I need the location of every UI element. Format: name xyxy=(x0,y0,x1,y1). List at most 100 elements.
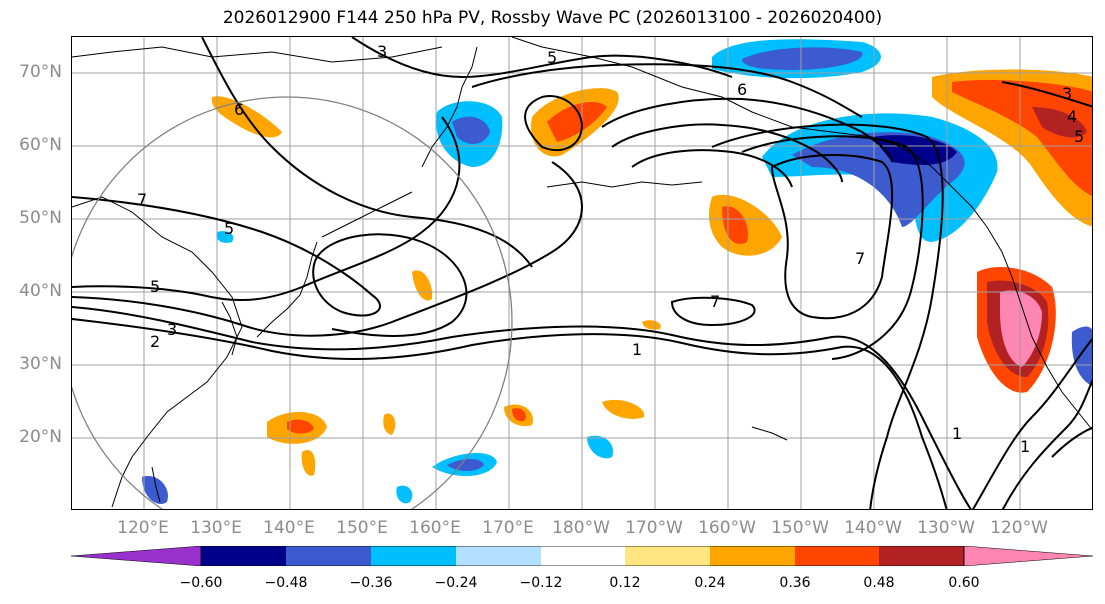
colorbar-tick-neg036: −0.36 xyxy=(349,575,393,591)
contour-line-15 xyxy=(670,296,756,327)
contour-label-2a: 2 xyxy=(150,332,160,351)
colorbar-segment-4 xyxy=(456,546,541,566)
contour-labels: 3 5 6 6 7 5 5 3 2 7 7 1 1 1 3 4 5 xyxy=(137,42,1084,456)
lat-label-40n: 40°N xyxy=(19,281,62,301)
contour-label-6b: 6 xyxy=(234,100,244,119)
lon-label-160e: 160°E xyxy=(409,518,461,538)
contour-line-18 xyxy=(1051,426,1092,458)
coast-kurils xyxy=(321,191,413,238)
colorbar-tick-pos036: 0.36 xyxy=(779,575,811,591)
contour-line-2 xyxy=(72,318,948,509)
contour-line-20 xyxy=(524,95,584,152)
contour-line-12 xyxy=(770,154,894,320)
lon-label-180w: 180°W xyxy=(552,518,610,538)
colorbar-tick-pos012: 0.12 xyxy=(609,575,641,591)
anomaly-neg-small2 xyxy=(396,485,413,504)
positive-anomalies xyxy=(211,69,1092,476)
anomaly-pos-sub4 xyxy=(412,270,433,301)
contour-label-6a: 6 xyxy=(737,80,747,99)
coastlines xyxy=(72,37,1092,508)
lon-label-170w: 170°W xyxy=(625,518,683,538)
colorbar-segment-1 xyxy=(201,546,286,566)
colorbar-tick-pos048: 0.48 xyxy=(863,575,895,591)
contour-label-1a: 1 xyxy=(632,340,642,359)
colorbar-tick-pos060: 0.60 xyxy=(948,575,980,591)
anomaly-pos-sub7 xyxy=(383,413,396,435)
lon-label-150w: 150°W xyxy=(771,518,829,538)
colorbar-segment-3 xyxy=(371,546,456,566)
lat-label-60n: 60°N xyxy=(19,135,62,155)
graticule xyxy=(72,37,1092,509)
contour-line-14 xyxy=(711,123,944,509)
coast-korea xyxy=(221,301,238,356)
map-canvas: 3 5 6 6 7 5 5 3 2 7 7 1 1 1 3 4 5 xyxy=(72,37,1092,509)
anomaly-neg-sw-us xyxy=(1071,326,1092,386)
contour-label-1c: 1 xyxy=(1020,437,1030,456)
lon-label-140e: 140°E xyxy=(263,518,315,538)
colorbar-extend-left xyxy=(70,545,202,567)
colorbar xyxy=(70,545,1094,567)
contour-line-10 xyxy=(611,123,843,183)
contour-label-7c: 7 xyxy=(855,249,865,268)
anomaly-pos-kamchatka-core xyxy=(547,102,607,142)
contour-line-3 xyxy=(72,161,583,337)
anomaly-neg-philippines xyxy=(142,476,168,505)
coast-alaska xyxy=(511,37,1092,431)
lon-label-120e: 120°E xyxy=(117,518,169,538)
anomaly-pos-sub6 xyxy=(642,320,661,330)
anomaly-neg-alaska-core xyxy=(742,47,863,70)
colorbar-segment-8 xyxy=(795,546,879,566)
anomaly-neg-bering-core xyxy=(452,116,490,144)
contour-label-3a: 3 xyxy=(377,42,387,61)
contour-line-17 xyxy=(1001,379,1092,509)
lon-label-140w: 140°W xyxy=(844,518,902,538)
colorbar-extend-right xyxy=(963,545,1094,567)
map-panel: 3 5 6 6 7 5 5 3 2 7 7 1 1 1 3 4 5 xyxy=(71,36,1093,510)
anomaly-pos-west-us-deep xyxy=(1000,290,1042,367)
lon-label-150e: 150°E xyxy=(336,518,388,538)
anomaly-pos-sub2 xyxy=(602,399,645,419)
lon-label-130w: 130°W xyxy=(917,518,975,538)
map-title: 2026012900 F144 250 hPa PV, Rossby Wave … xyxy=(222,8,883,28)
contour-line-13 xyxy=(741,135,924,360)
anomaly-pos-canada-core xyxy=(952,80,1092,196)
contour-label-5b: 5 xyxy=(224,219,234,238)
anomaly-neg-small1 xyxy=(587,435,613,459)
colorbar-segment-2 xyxy=(286,546,371,566)
coast-hawaii xyxy=(751,426,788,441)
contour-line-8 xyxy=(471,63,863,118)
colorbar-segment-9 xyxy=(879,546,964,566)
lon-label-120w: 120°W xyxy=(990,518,1048,538)
contour-label-3b: 3 xyxy=(167,320,177,339)
contour-line-6 xyxy=(201,37,533,268)
colorbar-tick-pos024: 0.24 xyxy=(694,575,726,591)
contour-label-5a: 5 xyxy=(547,48,557,67)
colorbar-tick-neg048: −0.48 xyxy=(264,575,308,591)
colorbar-segment-6 xyxy=(625,546,710,566)
contour-line-16 xyxy=(972,337,1092,509)
colorbar-tick-neg024: −0.24 xyxy=(434,575,478,591)
lat-label-50n: 50°N xyxy=(19,208,62,228)
anomaly-neg-small3 xyxy=(216,231,234,243)
lon-label-170e: 170°E xyxy=(482,518,534,538)
contour-label-5d: 5 xyxy=(1074,127,1084,146)
lon-label-130e: 130°E xyxy=(190,518,242,538)
coast-aleutians xyxy=(546,181,703,188)
contour-label-4a: 4 xyxy=(1067,107,1077,126)
contour-label-3c: 3 xyxy=(1062,84,1072,103)
colorbar-tick-neg060: −0.60 xyxy=(179,575,223,591)
anomaly-pos-sub1-core xyxy=(287,419,314,434)
anomaly-neg-hawaii-w-core xyxy=(447,459,484,471)
contour-line-9 xyxy=(601,97,893,163)
contour-line-11 xyxy=(631,149,793,188)
contour-label-5c: 5 xyxy=(150,277,160,296)
lat-label-20n: 20°N xyxy=(19,427,62,447)
anomaly-pos-sub5 xyxy=(301,449,316,476)
contour-label-7b: 7 xyxy=(710,292,720,311)
colorbar-tick-neg012: −0.12 xyxy=(519,575,563,591)
lon-label-160w: 160°W xyxy=(698,518,756,538)
lat-label-70n: 70°N xyxy=(19,62,62,82)
contour-label-7a: 7 xyxy=(137,190,147,209)
colorbar-segment-5 xyxy=(541,546,625,566)
coast-taiwan xyxy=(151,466,161,503)
